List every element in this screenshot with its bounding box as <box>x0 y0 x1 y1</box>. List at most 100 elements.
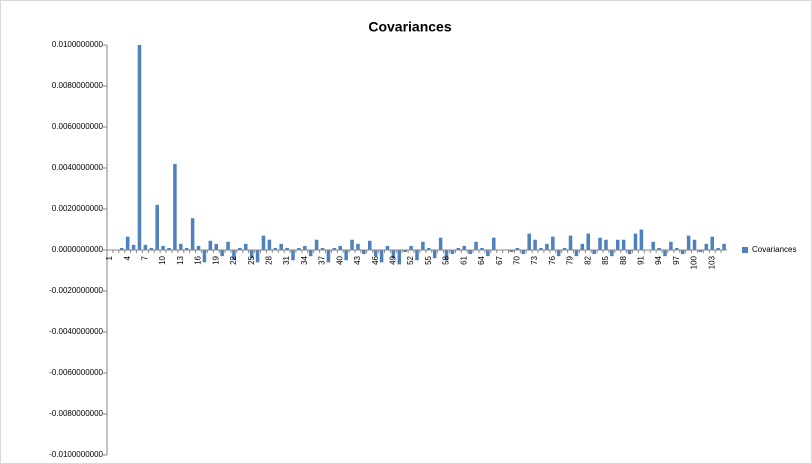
bar <box>710 236 715 250</box>
bar <box>686 235 691 250</box>
bar <box>621 239 626 250</box>
bar <box>651 241 655 250</box>
bar <box>722 243 726 250</box>
y-tick-label: 0.0060000000 <box>52 122 104 131</box>
bar <box>344 250 348 261</box>
bar <box>149 247 154 250</box>
legend-swatch <box>742 247 748 253</box>
bar <box>669 241 673 250</box>
x-tick-label: 46 <box>371 255 380 264</box>
x-tick-label: 13 <box>176 255 185 264</box>
x-tick-label: 94 <box>654 255 663 264</box>
x-tick-label: 58 <box>442 255 451 264</box>
x-tick-label: 97 <box>672 255 681 264</box>
x-tick-label: 25 <box>247 255 256 264</box>
bar <box>551 236 555 250</box>
bar <box>633 233 638 250</box>
x-tick-label: 52 <box>406 255 415 264</box>
x-tick-label: 16 <box>194 255 203 264</box>
bar <box>468 250 472 255</box>
x-tick-label: 22 <box>229 255 238 264</box>
bar <box>421 241 425 250</box>
bar <box>338 245 343 250</box>
bar <box>373 250 378 257</box>
bar <box>291 250 295 261</box>
bar <box>326 250 331 263</box>
bar <box>261 235 266 250</box>
bar <box>320 247 325 250</box>
bar <box>243 243 248 250</box>
bar <box>179 243 183 250</box>
bar <box>586 233 591 250</box>
bar <box>125 236 130 250</box>
bar <box>462 245 467 250</box>
bar <box>196 245 201 250</box>
bar <box>155 204 159 250</box>
bar <box>232 250 236 261</box>
bar <box>415 250 419 261</box>
x-tick-label: 79 <box>566 255 575 264</box>
bar <box>592 250 596 255</box>
bar <box>255 250 260 263</box>
bar <box>273 247 278 250</box>
bar <box>610 250 614 257</box>
bar <box>427 247 431 250</box>
bar <box>598 237 602 250</box>
bar <box>249 250 254 259</box>
bar <box>173 163 177 250</box>
bar <box>220 250 224 257</box>
x-tick-label: 40 <box>335 255 344 264</box>
bar <box>527 233 531 250</box>
bar <box>515 247 520 250</box>
bar <box>545 243 549 250</box>
chart-title: Covariances <box>368 19 451 35</box>
x-tick-label: 7 <box>140 255 149 260</box>
bar <box>568 235 573 250</box>
bar <box>556 250 561 257</box>
bar <box>450 250 455 255</box>
bar <box>480 247 484 250</box>
y-tick-label: -0.0040000000 <box>49 327 103 336</box>
bar <box>131 244 136 250</box>
bar <box>379 250 384 263</box>
x-tick-label: 64 <box>477 255 486 264</box>
x-tick-label: 43 <box>353 255 362 264</box>
x-tick-label: 28 <box>264 255 273 264</box>
y-tick-label: 0.0020000000 <box>52 204 104 213</box>
y-tick-label: -0.0060000000 <box>49 368 103 377</box>
bar <box>486 250 490 257</box>
x-tick-label: 34 <box>300 255 309 264</box>
bar <box>521 250 526 255</box>
y-tick-label: -0.0080000000 <box>49 409 103 418</box>
bar <box>356 243 360 250</box>
bar <box>385 245 390 250</box>
x-tick-label: 4 <box>123 255 132 260</box>
bar <box>285 247 289 250</box>
legend-label: Covariances <box>752 245 796 254</box>
x-tick-label: 31 <box>282 255 291 264</box>
bar <box>214 243 219 250</box>
x-tick-label: 55 <box>424 255 433 264</box>
bar <box>308 250 313 257</box>
y-tick-label: -0.0100000000 <box>49 450 103 459</box>
x-tick-label: 100 <box>690 255 699 269</box>
bar <box>698 250 703 253</box>
y-tick-label: 0.0100000000 <box>52 40 104 49</box>
bar <box>627 250 632 255</box>
bar <box>119 247 124 250</box>
bar <box>456 247 461 250</box>
bar <box>491 237 496 250</box>
bar <box>663 250 667 257</box>
bar <box>161 245 165 250</box>
bar <box>444 250 449 261</box>
bar <box>533 239 537 250</box>
x-tick-label: 91 <box>636 255 645 264</box>
x-tick-label: 82 <box>583 255 592 264</box>
x-tick-label: 19 <box>211 255 220 264</box>
bar <box>432 250 437 259</box>
x-tick-label: 37 <box>318 255 327 264</box>
y-tick-label: 0.0000000000 <box>52 245 104 254</box>
x-tick-label: 49 <box>388 255 397 264</box>
y-tick-label: 0.0080000000 <box>52 81 104 90</box>
